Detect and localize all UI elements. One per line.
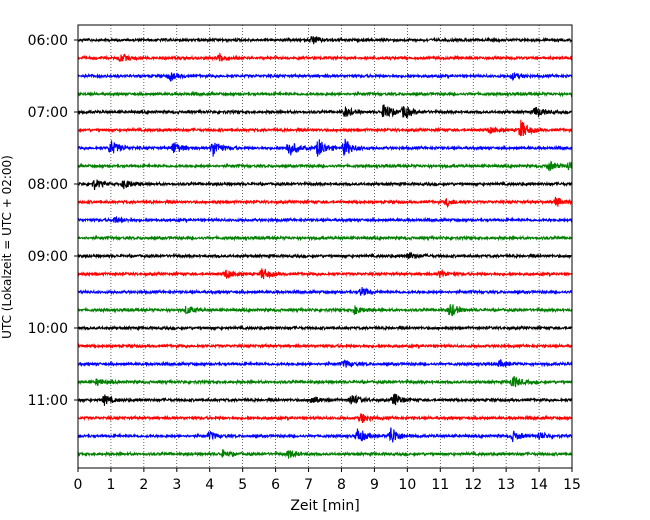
trace-0730 [77,138,573,157]
trace-1130 [77,427,573,443]
seismic-traces [77,36,573,459]
trace-1000 [77,324,573,332]
y-tick-label-1: 07:00 [28,105,68,121]
y-axis-label: UTC (Lokalzeit = UTC + 02:00) [0,155,14,339]
x-tick-label-11: 11 [431,477,449,493]
grid-lines [110,25,540,468]
x-tick-label-7: 7 [304,477,313,493]
x-tick-label-5: 5 [238,477,247,493]
x-tick-label-8: 8 [337,477,346,493]
trace-0915 [77,268,573,280]
trace-0945 [77,304,573,317]
x-tick-label-14: 14 [530,477,548,493]
trace-1145 [77,448,573,459]
x-tick-label-15: 15 [563,477,581,493]
x-axis-ticks: 0 1 2 3 4 5 6 7 8 9 10 11 12 13 14 15 [74,468,581,493]
x-tick-label-3: 3 [172,477,181,493]
y-axis-ticks: 06:00 07:00 08:00 09:00 10:00 11:00 [28,33,78,409]
trace-0830 [77,215,573,224]
trace-0900 [77,251,573,260]
x-tick-label-12: 12 [464,477,482,493]
trace-0800 [77,179,573,191]
trace-1045 [77,375,573,388]
x-tick-label-1: 1 [106,477,115,493]
trace-0630 [77,72,573,83]
x-tick-label-6: 6 [271,477,280,493]
trace-1100 [77,393,573,406]
plot-area [78,25,572,468]
y-tick-label-0: 06:00 [28,33,68,49]
trace-0745 [77,160,573,172]
trace-0715 [77,119,573,137]
x-tick-label-0: 0 [74,477,83,493]
trace-0845 [77,234,573,242]
x-tick-label-10: 10 [398,477,416,493]
trace-1115 [77,413,573,424]
y-tick-label-5: 11:00 [28,393,68,409]
y-tick-label-3: 09:00 [28,249,68,265]
trace-0930 [77,287,573,296]
y-tick-label-2: 08:00 [28,177,68,193]
trace-0815 [77,196,573,209]
trace-0615 [77,52,573,63]
x-tick-label-13: 13 [497,477,515,493]
plot-frame [77,24,573,469]
x-tick-label-2: 2 [139,477,148,493]
trace-1030 [77,358,573,368]
trace-0600 [77,36,573,45]
x-tick-label-4: 4 [205,477,214,493]
trace-1015 [77,342,573,350]
x-axis-label: Zeit [min] [290,498,359,514]
x-tick-label-9: 9 [370,477,379,493]
trace-0645 [77,90,573,98]
trace-0700 [77,104,573,119]
y-tick-label-4: 10:00 [28,321,68,337]
